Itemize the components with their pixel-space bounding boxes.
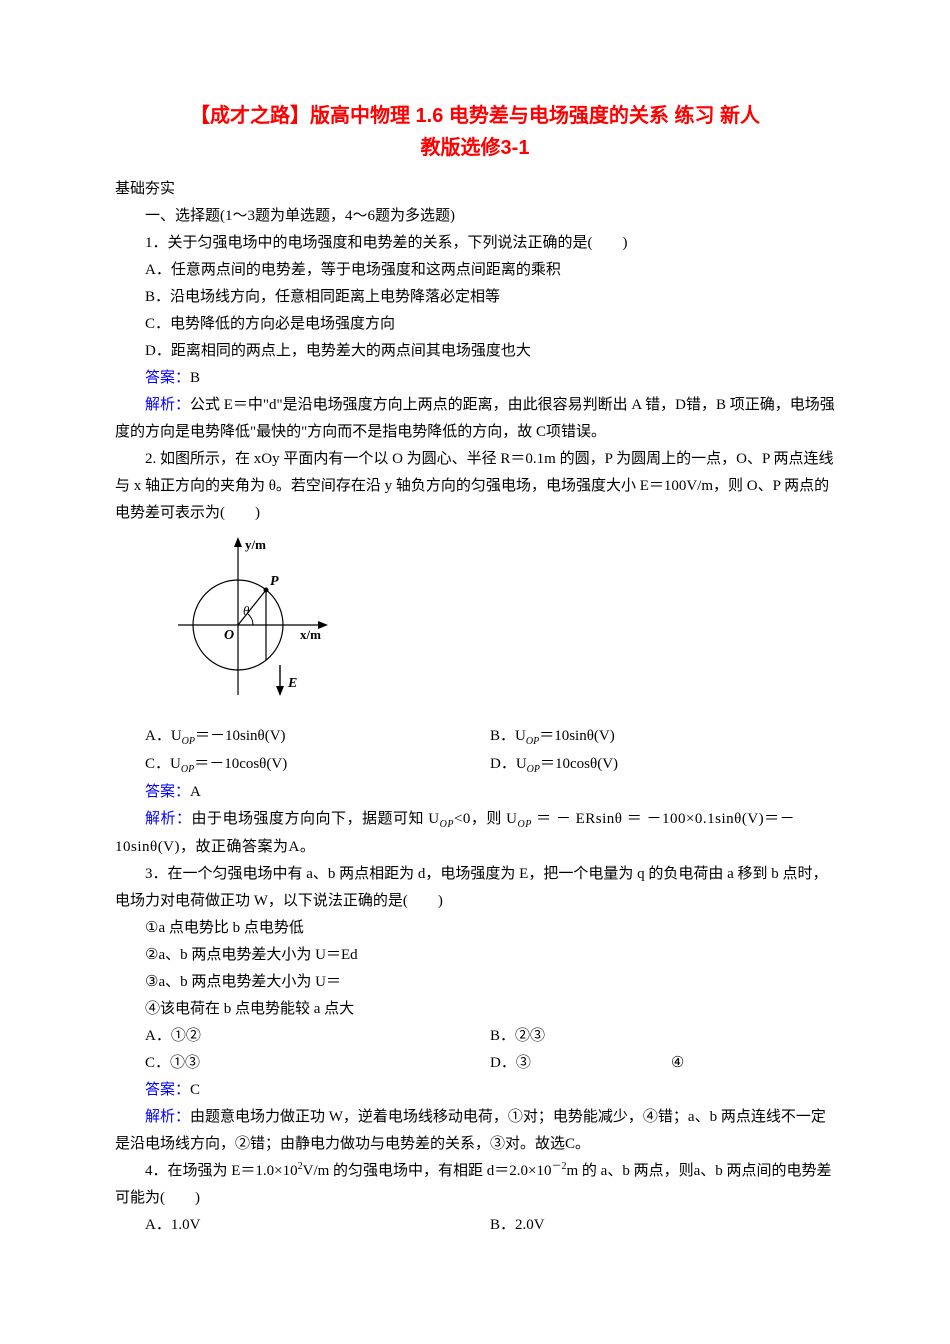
q2-figure: y/m x/m O P θ E [160,535,835,715]
q3-optD: D．③④ [490,1050,835,1077]
q3-optA: A．①② [145,1023,490,1050]
q2-stem: 2. 如图所示，在 xOy 平面内有一个以 O 为圆心、半径 R＝0.1m 的圆… [115,446,835,527]
q1-optC: C．电势降低的方向必是电场强度方向 [115,311,835,338]
page-container: 【成才之路】版高中物理 1.6 电势差与电场强度的关系 练习 新人 教版选修3-… [0,0,950,1299]
q4-optA: A．1.0V [145,1212,490,1239]
title-line-1: 【成才之路】版高中物理 1.6 电势差与电场强度的关系 练习 新人 [115,100,835,132]
q3-optB: B．②③ [490,1023,835,1050]
q2-options: A．UOP＝－10sinθ(V) B．UOP＝10sinθ(V) C．UOP＝－… [115,723,835,779]
q2-optA: A．UOP＝－10sinθ(V) [145,723,490,751]
q1-optA: A．任意两点间的电势差，等于电场强度和这两点间距离的乘积 [115,257,835,284]
q2-answer-value: A [190,784,201,800]
q2-optC: C．UOP＝－10cosθ(V) [145,751,490,779]
q3-answer-value: C [190,1082,200,1098]
q1-explanation-text: 公式 E＝中"d"是沿电场强度方向上两点的距离，由此很容易判断出 A 错，D错，… [115,397,835,440]
q4-options: A．1.0V B．2.0V [115,1212,835,1239]
q2-explanation: 解析：由于电场强度方向向下，据题可知 UOP<0，则 UOP ＝ － ERsin… [115,806,835,861]
q1-answer-value: B [190,370,200,386]
q2-optD: D．UOP＝10cosθ(V) [490,751,835,779]
q2-answer: 答案：A [115,779,835,806]
question-intro: 一、选择题(1～3题为单选题，4～6题为多选题) [115,203,835,230]
section-header: 基础夯实 [115,176,835,203]
y-axis-label: y/m [245,537,266,552]
title-line-2: 教版选修3-1 [115,132,835,164]
q4-optB: B．2.0V [490,1212,835,1239]
q1-stem: 1．关于匀强电场中的电场强度和电势差的关系，下列说法正确的是( ) [115,230,835,257]
explanation-label: 解析： [145,397,190,413]
q1-answer: 答案：B [115,365,835,392]
explanation-label: 解析： [145,811,192,827]
q2-optB: B．UOP＝10sinθ(V) [490,723,835,751]
q3-explanation-text: 由题意电场力做正功 W，逆着电场线移动电荷，①对；电势能减少，④错；a、b 两点… [115,1109,826,1152]
x-axis-label: x/m [300,627,321,642]
answer-label: 答案： [145,784,190,800]
q3-s3: ③a、b 两点电势差大小为 U＝ [115,969,835,996]
q1-optD: D．距离相同的两点上，电势差大的两点间其电场强度也大 [115,338,835,365]
point-p-label: P [270,574,279,589]
theta-label: θ [243,603,250,618]
q3-options: A．①② B．②③ C．①③ D．③④ [115,1023,835,1077]
q3-optC: C．①③ [145,1050,490,1077]
q3-s4: ④该电荷在 b 点电势能较 a 点大 [115,996,835,1023]
coordinate-diagram: y/m x/m O P θ E [160,535,340,705]
q1-explanation: 解析：公式 E＝中"d"是沿电场强度方向上两点的距离，由此很容易判断出 A 错，… [115,392,835,446]
q3-s1: ①a 点电势比 b 点电势低 [115,915,835,942]
q3-answer: 答案：C [115,1077,835,1104]
q3-explanation: 解析：由题意电场力做正功 W，逆着电场线移动电荷，①对；电势能减少，④错；a、b… [115,1104,835,1158]
answer-label: 答案： [145,370,190,386]
answer-label: 答案： [145,1082,190,1098]
q4-stem: 4．在场强为 E＝1.0×102V/m 的匀强电场中，有相距 d＝2.0×10－… [115,1158,835,1212]
q1-optB: B．沿电场线方向，任意相同距离上电势降落必定相等 [115,284,835,311]
q3-stem: 3．在一个匀强电场中有 a、b 两点相距为 d，电场强度为 E，把一个电量为 q… [115,861,835,915]
q3-s2: ②a、b 两点电势差大小为 U＝Ed [115,942,835,969]
explanation-label: 解析： [145,1109,190,1125]
document-title: 【成才之路】版高中物理 1.6 电势差与电场强度的关系 练习 新人 教版选修3-… [115,100,835,164]
field-e-label: E [287,676,297,691]
origin-label: O [224,628,234,643]
